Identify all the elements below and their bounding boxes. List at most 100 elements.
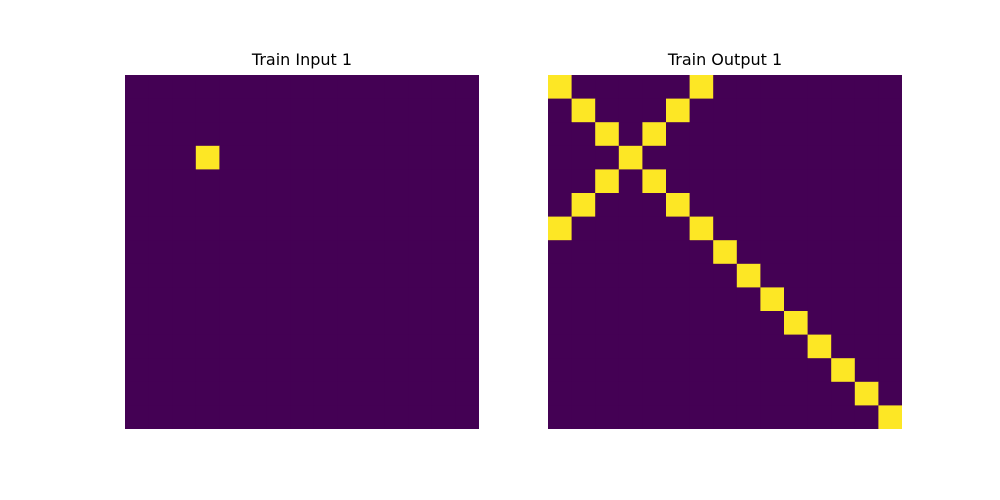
grid-cell-r14-c11 xyxy=(384,405,409,429)
grid-cell-r6-c2 xyxy=(595,216,620,241)
grid-cell-r9-c13 xyxy=(431,287,456,312)
grid-cell-r4-c5 xyxy=(243,169,267,194)
grid-cell-r6-c9 xyxy=(760,216,785,241)
grid-cell-r7-c0 xyxy=(125,240,149,265)
grid-cell-r2-c14 xyxy=(878,122,902,147)
grid-cell-r11-c13 xyxy=(431,334,456,359)
grid-cell-r9-c4 xyxy=(219,287,244,312)
grid-cell-r11-c8 xyxy=(736,334,761,359)
grid-cell-r6-c3 xyxy=(195,216,220,241)
grid-cell-r14-c4 xyxy=(219,405,244,429)
grid-cell-r1-c9 xyxy=(760,98,785,123)
grid-cell-r8-c1 xyxy=(148,263,173,288)
grid-cell-r14-c2 xyxy=(172,405,197,429)
grid-cell-r9-c12 xyxy=(408,287,433,312)
grid-cell-r8-c14 xyxy=(455,263,479,288)
grid-cell-r10-c3 xyxy=(195,311,220,335)
grid-cell-r7-c7 xyxy=(290,240,315,265)
grid-cell-r6-c11 xyxy=(807,216,832,241)
grid-cell-r2-c8 xyxy=(736,122,761,147)
grid-cell-r12-c8 xyxy=(736,358,761,383)
grid-cell-r7-c9 xyxy=(760,240,785,265)
grid-cell-r10-c7 xyxy=(713,311,738,335)
grid-cell-r13-c11 xyxy=(807,381,832,406)
grid-cell-r2-c5 xyxy=(243,122,267,147)
grid-cell-r12-c10 xyxy=(361,358,385,383)
grid-cell-r4-c10 xyxy=(361,169,385,194)
grid-cell-r1-c13 xyxy=(431,98,456,123)
grid-cell-r4-c3 xyxy=(618,169,643,194)
grid-cell-r13-c6 xyxy=(689,381,714,406)
grid-cell-r0-c1 xyxy=(571,75,596,99)
grid-cell-r11-c14 xyxy=(455,334,479,359)
grid-cell-r13-c2 xyxy=(172,381,197,406)
grid-cell-r9-c10 xyxy=(361,287,385,312)
grid-cell-r12-c6 xyxy=(266,358,291,383)
grid-cell-r8-c9 xyxy=(337,263,362,288)
grid-cell-r9-c9 xyxy=(760,287,785,312)
grid-cell-r4-c8 xyxy=(736,169,761,194)
grid-cell-r7-c9 xyxy=(337,240,362,265)
grid-cell-r14-c0 xyxy=(125,405,149,429)
grid-cell-r10-c13 xyxy=(854,311,879,335)
grid-cell-r8-c2 xyxy=(595,263,620,288)
grid-cell-r12-c9 xyxy=(760,358,785,383)
grid-cell-r10-c2 xyxy=(172,311,197,335)
grid-cell-r8-c13 xyxy=(854,263,879,288)
grid-cell-r11-c3 xyxy=(195,334,220,359)
grid-cell-r14-c13 xyxy=(431,405,456,429)
grid-cell-r12-c8 xyxy=(313,358,338,383)
grid-cell-r3-c1 xyxy=(571,145,596,170)
grid-cell-r3-c0 xyxy=(125,145,149,170)
grid-cell-r14-c9 xyxy=(337,405,362,429)
grid-cell-r4-c13 xyxy=(854,169,879,194)
grid-cell-r10-c4 xyxy=(642,311,667,335)
grid-cell-r14-c14 xyxy=(878,405,902,429)
grid-cell-r8-c4 xyxy=(642,263,667,288)
grid-cell-r11-c7 xyxy=(713,334,738,359)
grid-cell-r9-c14 xyxy=(455,287,479,312)
grid-cell-r1-c3 xyxy=(195,98,220,123)
grid-cell-r6-c0 xyxy=(548,216,572,241)
grid-cell-r11-c1 xyxy=(571,334,596,359)
grid-cell-r11-c2 xyxy=(172,334,197,359)
grid-cell-r5-c11 xyxy=(384,193,409,217)
grid-cell-r9-c14 xyxy=(878,287,902,312)
grid-cell-r12-c1 xyxy=(571,358,596,383)
grid-cell-r7-c4 xyxy=(219,240,244,265)
grid-cell-r12-c6 xyxy=(689,358,714,383)
grid-cell-r11-c0 xyxy=(548,334,572,359)
grid-cell-r10-c11 xyxy=(384,311,409,335)
grid-cell-r12-c5 xyxy=(666,358,690,383)
grid-cell-r0-c11 xyxy=(384,75,409,99)
grid-cell-r4-c6 xyxy=(266,169,291,194)
grid-cell-r7-c2 xyxy=(172,240,197,265)
grid-cell-r10-c12 xyxy=(408,311,433,335)
grid-cell-r10-c9 xyxy=(337,311,362,335)
grid-cell-r14-c14 xyxy=(455,405,479,429)
grid-cell-r2-c1 xyxy=(571,122,596,147)
grid-cell-r7-c14 xyxy=(878,240,902,265)
grid-cell-r13-c4 xyxy=(642,381,667,406)
grid-cell-r8-c3 xyxy=(618,263,643,288)
grid-cell-r14-c1 xyxy=(571,405,596,429)
grid-cell-r11-c5 xyxy=(666,334,690,359)
grid-cell-r5-c1 xyxy=(571,193,596,217)
grid-cell-r12-c12 xyxy=(408,358,433,383)
grid-cell-r8-c11 xyxy=(807,263,832,288)
grid-cell-r10-c8 xyxy=(736,311,761,335)
grid-cell-r4-c5 xyxy=(666,169,690,194)
grid-cell-r7-c3 xyxy=(618,240,643,265)
grid-cell-r0-c8 xyxy=(313,75,338,99)
grid-cell-r9-c1 xyxy=(571,287,596,312)
grid-cell-r9-c10 xyxy=(784,287,808,312)
grid-cell-r1-c4 xyxy=(219,98,244,123)
grid-cell-r5-c0 xyxy=(125,193,149,217)
grid-cell-r6-c13 xyxy=(431,216,456,241)
grid-cell-r5-c11 xyxy=(807,193,832,217)
grid-cell-r2-c12 xyxy=(831,122,856,147)
grid-cell-r8-c0 xyxy=(125,263,149,288)
grid-cell-r11-c6 xyxy=(689,334,714,359)
output-grid-title: Train Output 1 xyxy=(667,50,783,69)
grid-cell-r5-c9 xyxy=(760,193,785,217)
